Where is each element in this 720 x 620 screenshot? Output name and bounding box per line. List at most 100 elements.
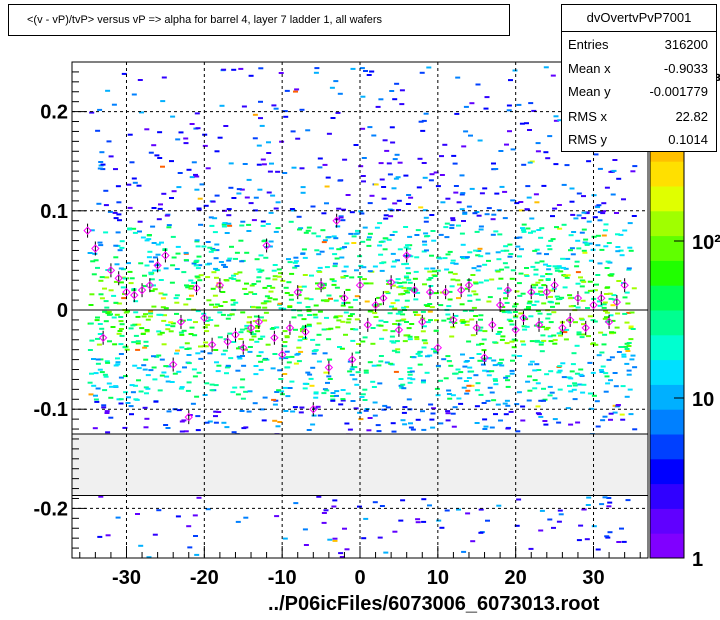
heatmap-cell	[261, 419, 267, 422]
heatmap-cell	[486, 259, 491, 262]
heatmap-cell	[216, 364, 222, 367]
heatmap-cell	[572, 382, 578, 385]
heatmap-cell	[362, 336, 368, 339]
heatmap-cell	[453, 185, 459, 187]
heatmap-cell	[625, 350, 631, 352]
heatmap-cell	[336, 248, 342, 251]
heatmap-cell	[417, 363, 423, 366]
heatmap-cell	[166, 226, 172, 229]
heatmap-cell	[93, 372, 99, 375]
heatmap-cell	[197, 264, 203, 267]
heatmap-cell	[372, 414, 378, 417]
profile-marker	[137, 285, 147, 295]
heatmap-cell	[278, 307, 284, 310]
heatmap-cell	[95, 387, 101, 390]
heatmap-cell	[604, 375, 610, 378]
heatmap-cell	[213, 349, 219, 351]
heatmap-cell	[334, 218, 340, 221]
heatmap-cell	[340, 320, 346, 323]
heatmap-cell	[116, 332, 122, 335]
heatmap-cell	[615, 312, 621, 315]
heatmap-cell	[354, 269, 359, 272]
heatmap-cell	[510, 199, 516, 202]
heatmap-cell	[195, 310, 201, 313]
heatmap-cell	[176, 370, 182, 373]
heatmap-cell	[333, 237, 339, 240]
heatmap-cell	[267, 297, 273, 300]
heatmap-cell	[137, 230, 142, 233]
heatmap-cell	[572, 384, 578, 387]
heatmap-cell	[611, 169, 617, 172]
heatmap-cell	[444, 236, 450, 239]
heatmap-cell	[429, 173, 435, 176]
heatmap-cell	[152, 269, 158, 272]
profile-marker	[301, 327, 310, 337]
heatmap-cell	[392, 98, 398, 101]
heatmap-cell	[425, 321, 431, 324]
heatmap-cell	[228, 162, 234, 165]
heatmap-cell	[412, 277, 418, 280]
heatmap-cell	[485, 370, 491, 373]
stats-value: -0.001779	[649, 84, 708, 99]
heatmap-cell	[457, 377, 463, 380]
heatmap-cell	[443, 377, 449, 380]
heatmap-cell	[352, 366, 358, 369]
heatmap-cell	[296, 301, 302, 304]
heatmap-cell	[574, 344, 580, 347]
heatmap-cell	[596, 204, 602, 207]
heatmap-cell	[151, 207, 157, 209]
heatmap-cell	[391, 341, 397, 344]
heatmap-cell	[541, 302, 547, 305]
heatmap-cell	[403, 334, 409, 337]
heatmap-cell	[414, 338, 420, 341]
heatmap-cell	[592, 289, 598, 292]
heatmap-cell	[253, 365, 259, 367]
heatmap-cell	[113, 244, 119, 247]
heatmap-cell	[518, 209, 524, 212]
heatmap-cell	[400, 499, 406, 502]
heatmap-cell	[143, 345, 149, 347]
heatmap-cell	[118, 398, 124, 401]
heatmap-cell	[396, 199, 402, 202]
heatmap-cell	[273, 230, 279, 233]
heatmap-cell	[551, 526, 556, 529]
heatmap-cell	[210, 287, 216, 290]
heatmap-cell	[442, 257, 448, 260]
heatmap-cell	[189, 123, 195, 125]
heatmap-cell	[205, 167, 211, 170]
heatmap-cell	[135, 342, 141, 345]
heatmap-cell	[157, 333, 163, 336]
heatmap-cell	[345, 301, 351, 304]
heatmap-cell	[304, 297, 310, 300]
heatmap-cell	[478, 228, 484, 231]
heatmap-cell	[462, 211, 468, 214]
heatmap-cell	[621, 540, 627, 543]
heatmap-cell	[401, 306, 407, 309]
heatmap-cell	[253, 315, 259, 318]
heatmap-cell	[169, 197, 174, 199]
heatmap-cell	[476, 214, 482, 217]
heatmap-cell	[527, 375, 532, 378]
heatmap-cell	[512, 328, 518, 330]
heatmap-cell	[394, 340, 400, 343]
heatmap-cell	[533, 273, 539, 276]
heatmap-cell	[461, 320, 467, 323]
heatmap-cell	[618, 346, 624, 348]
heatmap-cell	[186, 525, 192, 528]
heatmap-cell	[530, 265, 536, 268]
heatmap-cell	[164, 375, 170, 378]
heatmap-cell	[113, 168, 118, 171]
heatmap-cell	[621, 355, 627, 358]
heatmap-cell	[483, 107, 489, 110]
heatmap-cell	[478, 255, 484, 258]
heatmap-cell	[115, 516, 121, 519]
heatmap-cell	[483, 425, 489, 428]
heatmap-cell	[252, 293, 258, 295]
heatmap-cell	[275, 425, 281, 428]
stats-row-rms-x: RMS x 22.82	[568, 106, 712, 128]
heatmap-cell	[412, 311, 418, 314]
heatmap-cell	[143, 426, 149, 429]
heatmap-cell	[339, 295, 345, 298]
heatmap-cell	[102, 373, 108, 376]
heatmap-cell	[450, 219, 456, 222]
